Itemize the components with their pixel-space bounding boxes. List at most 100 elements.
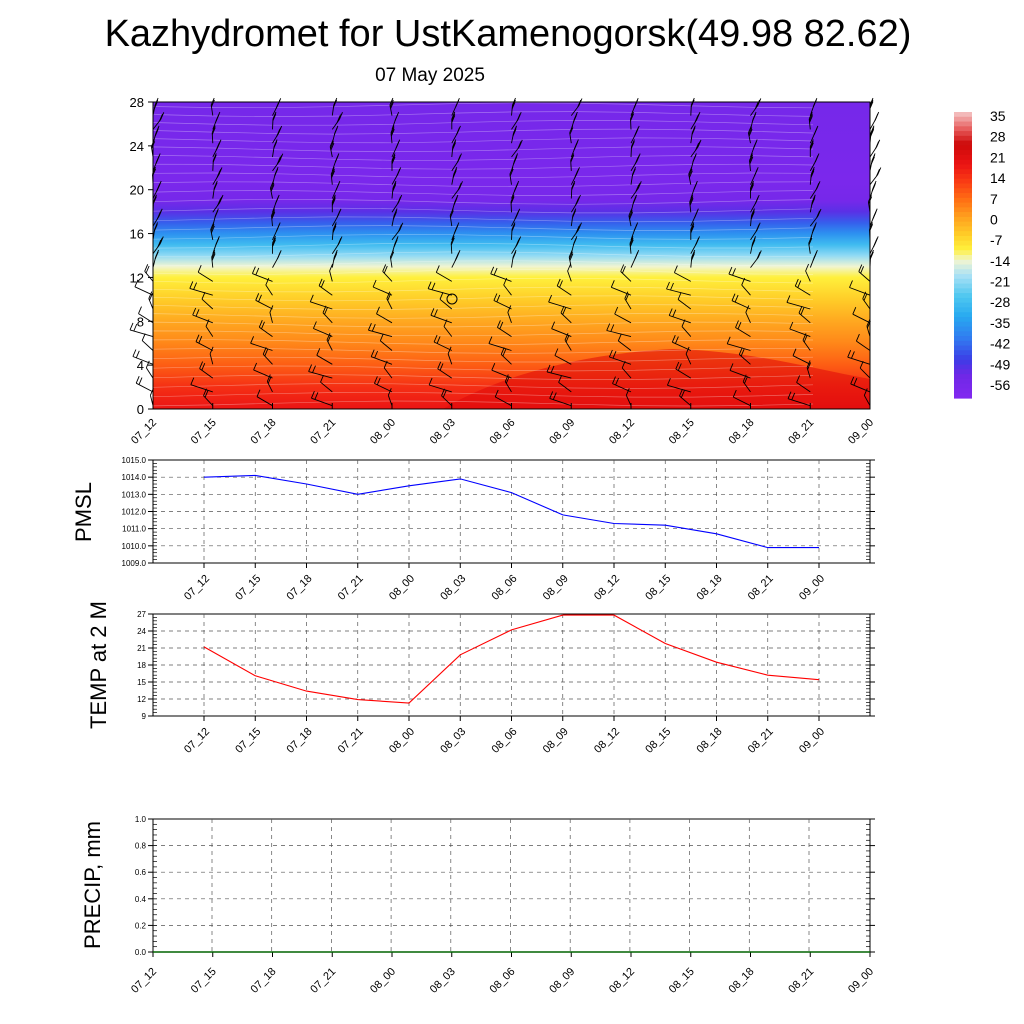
wind-barb: [430, 314, 452, 324]
wind-barb-feather: [632, 196, 637, 204]
wind-barb: [387, 395, 393, 406]
wind-barb: [674, 272, 692, 282]
wind-barb: [549, 397, 572, 407]
y-tick-label: 1009.0: [122, 559, 147, 568]
wind-barb-feather: [552, 392, 557, 400]
wind-barb-feather: [738, 347, 743, 355]
x-tick-label: 08_18: [695, 726, 725, 756]
wind-barb-feather: [850, 351, 855, 359]
wind-barb-feather: [870, 129, 875, 137]
wind-barb-feather: [215, 237, 220, 246]
x-tick-label: 08_21: [786, 966, 816, 996]
wind-barb-feather: [809, 141, 814, 149]
wind-barb-feather: [331, 194, 336, 202]
wind-barbs: [129, 97, 882, 407]
wind-barb: [733, 396, 751, 407]
colorbar-segment: [954, 250, 972, 256]
wind-barb-feather: [564, 333, 569, 341]
wind-barb: [568, 257, 572, 268]
colorbar-segment: [954, 188, 972, 194]
grid-lines: [153, 819, 870, 952]
wind-barb-feather: [786, 295, 791, 303]
wind-barb-feather: [276, 251, 281, 260]
x-tick-label: 08_12: [607, 966, 637, 996]
colorbar-label: -28: [990, 294, 1010, 310]
wind-barb: [750, 201, 757, 213]
wind-barb: [447, 353, 453, 365]
wind-barb: [383, 367, 393, 379]
colorbar-segment: [954, 197, 972, 204]
colorbar-label: 7: [990, 191, 998, 207]
x-tick-label: 07_21: [336, 726, 366, 756]
wind-barb-feather: [513, 156, 518, 165]
wind-barb-feather: [490, 266, 495, 274]
wind-barb-feather: [456, 127, 460, 135]
wind-barb: [869, 118, 877, 130]
colorbar-segment: [954, 245, 972, 251]
wind-barb-feather: [201, 292, 206, 300]
wind-barb-feather: [279, 153, 284, 161]
wind-barb-feather: [812, 253, 817, 261]
colorbar-label: -56: [990, 377, 1010, 393]
wind-barb-feather: [326, 332, 331, 341]
colorbar-segment: [954, 302, 972, 309]
wind-barb-feather: [264, 348, 269, 357]
wind-barb-feather: [144, 264, 149, 272]
wind-barb-feather: [750, 184, 754, 192]
wind-barb-feather: [863, 293, 868, 301]
wind-barb-feather: [399, 222, 404, 230]
wind-barb-feather: [870, 127, 875, 135]
wind-barb: [129, 329, 154, 338]
x-tick-label: 08_12: [607, 417, 637, 447]
y-tick-label: 24: [130, 139, 144, 154]
cross-section-panel: 0 4 8 12 16 20 24 28 07_12 07_15 07_18 07_21 08_00 08…: [129, 95, 882, 447]
wind-barb-feather: [631, 139, 635, 147]
y-tick-label: 18: [137, 661, 146, 670]
wind-barb-feather: [633, 224, 638, 232]
wind-barb-feather: [189, 281, 194, 289]
wind-barb-feather: [559, 280, 563, 288]
wind-barb: [511, 257, 514, 268]
colorbar-segment: [954, 312, 972, 318]
wind-barb-feather: [134, 279, 139, 287]
wind-barb-feather: [457, 182, 462, 191]
wind-barb: [667, 384, 691, 393]
x-tick-label: 08_15: [667, 966, 697, 996]
x-tick-label: 07_15: [233, 573, 263, 603]
wind-barb-feather: [310, 391, 315, 399]
wind-barb: [564, 339, 572, 351]
y-tick-label: 1014.0: [122, 473, 147, 482]
colorbar-segment: [954, 331, 972, 337]
wind-barb: [809, 105, 815, 116]
wind-barb-feather: [551, 321, 556, 329]
wind-barb: [546, 371, 572, 379]
precip-panel: 1.0 0.8 0.6 0.4 0.2 0.0 07_12 07_15 07_18 07_21 08…: [80, 815, 876, 996]
wind-barb: [326, 339, 333, 351]
wind-barb: [629, 243, 632, 254]
wind-barb-feather: [550, 365, 555, 374]
y-tick-label: 28: [130, 95, 144, 110]
wind-barb-feather: [156, 184, 160, 192]
x-tick-label: 07_12: [182, 573, 212, 603]
colorbar-segment: [954, 126, 972, 132]
wind-barb: [507, 312, 512, 323]
colorbar-label: 35: [990, 108, 1006, 124]
wind-barb: [745, 312, 751, 323]
wind-barb-feather: [276, 156, 281, 165]
x-tick-label: 08_12: [592, 573, 622, 603]
wind-barb-feather: [195, 309, 200, 317]
wind-barb-feather: [451, 111, 456, 120]
chart-title: Kazhydromet for UstKamenogorsk(49.98 82.…: [104, 13, 912, 55]
wind-barb: [798, 312, 811, 324]
wind-barb-feather: [372, 279, 377, 288]
wind-barb-feather: [672, 309, 677, 317]
wind-barb-feather: [688, 170, 693, 178]
wind-barb-feather: [145, 265, 150, 274]
x-tick-label: 09_00: [797, 726, 827, 756]
wind-barb: [212, 160, 214, 171]
wind-barb: [391, 174, 399, 185]
wind-barb-feather: [850, 376, 855, 385]
y-tick-label: 12: [130, 270, 144, 285]
x-tick-label: 08_00: [387, 726, 417, 756]
wind-barb-feather: [679, 388, 683, 397]
